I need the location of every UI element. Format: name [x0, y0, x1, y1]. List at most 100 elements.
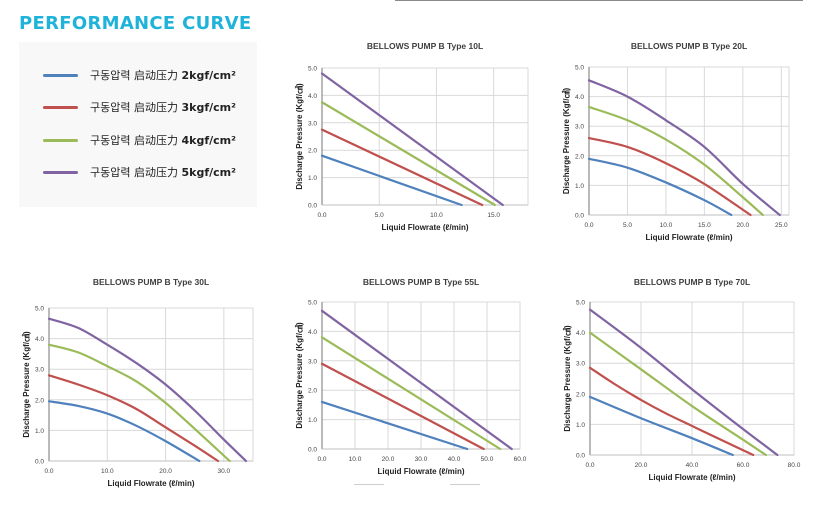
- legend-item-2kgf: 구동압력 启动压力 2kgf/cm²: [43, 67, 236, 83]
- x-tick-label: 10.0: [430, 212, 443, 219]
- legend-swatch-5kgf: [43, 170, 78, 174]
- series-line-4kgfcm: [47, 343, 231, 463]
- chart-2: 0.0 1.0 2.0 3.0 4.0 5.0 0.0 10.0 20.0 30.0 BELLOWS…: [21, 277, 254, 488]
- y-tick-label: 2.0: [308, 388, 317, 395]
- chart-0: 0.0 1.0 2.0 3.0 4.0 5.0 0.0 5.0 10.0 15.0 BELLOWS …: [294, 41, 529, 232]
- x-axis-label: Liquid Flowrate (ℓ/min): [645, 233, 732, 242]
- y-tick-label: 0.0: [35, 459, 44, 466]
- legend-item-5kgf: 구동압력 启动压力 5kgf/cm²: [43, 164, 236, 180]
- series-line-4kgfcm: [320, 336, 502, 451]
- x-tick-label: 30.0: [218, 468, 231, 475]
- x-tick-label: 30.0: [415, 456, 428, 463]
- chart-title: BELLOWS PUMP B Type 20L: [631, 41, 747, 51]
- legend: 구동압력 启动压力 2kgf/cm² 구동압력 启动压力 3kgf/cm² 구동…: [19, 42, 257, 207]
- x-tick-label: 10.0: [660, 222, 673, 229]
- legend-swatch-4kgf: [43, 138, 78, 142]
- y-tick-label: 1.0: [308, 175, 317, 182]
- y-tick-label: 3.0: [576, 361, 585, 368]
- x-tick-label: 0.0: [585, 462, 594, 469]
- y-tick-label: 5.0: [308, 66, 317, 73]
- y-tick-label: 0.0: [576, 453, 585, 460]
- series-line-2kgfcm: [47, 400, 201, 463]
- x-tick-label: 0.0: [584, 222, 593, 229]
- x-axis-label: Liquid Flowrate (ℓ/min): [648, 473, 735, 482]
- series-line-2kgfcm: [587, 157, 733, 217]
- legend-item-3kgf: 구동압력 启动压力 3kgf/cm²: [43, 99, 236, 115]
- y-tick-label: 1.0: [576, 422, 585, 429]
- x-tick-label: 10.0: [349, 456, 362, 463]
- y-axis-label: Discharge Pressure (Kgf/㎠): [294, 322, 304, 429]
- x-tick-label: 80.0: [788, 462, 801, 469]
- x-tick-label: 60.0: [737, 462, 750, 469]
- x-axis-label: Liquid Flowrate (ℓ/min): [377, 467, 464, 476]
- y-tick-label: 3.0: [308, 358, 317, 365]
- series-line-3kgfcm: [588, 366, 755, 457]
- y-tick-label: 0.0: [308, 447, 317, 454]
- y-tick-label: 5.0: [308, 300, 317, 307]
- legend-label-2kgf: 구동압력 启动压力 2kgf/cm²: [90, 69, 236, 82]
- chart-title: BELLOWS PUMP B Type 10L: [367, 41, 483, 51]
- legend-swatch-2kgf: [43, 73, 78, 77]
- chart-title: BELLOWS PUMP B Type 55L: [363, 277, 479, 287]
- x-tick-label: 0.0: [44, 468, 53, 475]
- x-tick-label: 60.0: [514, 456, 527, 463]
- x-tick-label: 20.0: [635, 462, 648, 469]
- series-line-3kgfcm: [587, 136, 752, 217]
- chart-title: BELLOWS PUMP B Type 70L: [634, 277, 750, 287]
- legend-swatch-3kgf: [43, 105, 78, 109]
- series-line-5kgfcm: [320, 309, 513, 451]
- y-tick-label: 4.0: [308, 329, 317, 336]
- series-line-2kgfcm: [320, 154, 463, 207]
- series-line-2kgfcm: [320, 400, 469, 451]
- x-tick-label: 0.0: [317, 456, 326, 463]
- top-divider: [395, 0, 803, 1]
- y-axis-label: Discharge Pressure (Kgf/㎠): [562, 325, 572, 432]
- y-tick-label: 4.0: [308, 93, 317, 100]
- x-tick-label: 0.0: [317, 212, 326, 219]
- y-tick-label: 3.0: [308, 120, 317, 127]
- series-line-3kgfcm: [47, 374, 220, 463]
- plot-area: [321, 67, 529, 206]
- footer-mark: [354, 484, 384, 485]
- x-tick-label: 15.0: [698, 222, 711, 229]
- y-tick-label: 2.0: [35, 397, 44, 404]
- y-tick-label: 1.0: [575, 183, 584, 190]
- y-tick-label: 4.0: [575, 94, 584, 101]
- x-tick-label: 25.0: [775, 222, 788, 229]
- series-line-2kgfcm: [588, 395, 734, 457]
- y-tick-label: 0.0: [308, 203, 317, 210]
- y-tick-label: 5.0: [576, 300, 585, 307]
- chart-title: BELLOWS PUMP B Type 30L: [93, 277, 209, 287]
- series-line-5kgfcm: [587, 79, 781, 217]
- series-line-3kgfcm: [320, 362, 485, 451]
- x-axis-label: Liquid Flowrate (ℓ/min): [381, 223, 468, 232]
- y-tick-label: 3.0: [35, 367, 44, 374]
- y-tick-label: 5.0: [575, 65, 584, 72]
- legend-label-4kgf: 구동압력 启动压力 4kgf/cm²: [90, 134, 236, 147]
- x-tick-label: 20.0: [737, 222, 750, 229]
- x-tick-label: 40.0: [686, 462, 699, 469]
- series-line-5kgfcm: [320, 72, 504, 207]
- x-tick-label: 10.0: [101, 468, 114, 475]
- series-line-4kgfcm: [587, 105, 764, 217]
- series-line-3kgfcm: [320, 128, 484, 207]
- x-axis-label: Liquid Flowrate (ℓ/min): [107, 479, 194, 488]
- x-tick-label: 5.0: [375, 212, 384, 219]
- footer-mark: [450, 484, 480, 485]
- x-tick-label: 20.0: [159, 468, 172, 475]
- x-tick-label: 20.0: [382, 456, 395, 463]
- series-line-4kgfcm: [588, 331, 768, 457]
- chart-3: 0.0 1.0 2.0 3.0 4.0 5.0 0.0 10.0 20.0 30.0 40.0 50.…: [294, 277, 527, 476]
- x-tick-label: 5.0: [623, 222, 632, 229]
- y-tick-label: 1.0: [35, 428, 44, 435]
- y-tick-label: 1.0: [308, 417, 317, 424]
- chart-4: 0.0 1.0 2.0 3.0 4.0 5.0 0.0 20.0 40.0 60.0 80.0 BEL…: [562, 277, 801, 482]
- legend-label-3kgf: 구동압력 启动压力 3kgf/cm²: [90, 101, 236, 114]
- y-axis-label: Discharge Pressure (Kgf/㎠): [21, 331, 31, 438]
- y-axis-label: Discharge Pressure (Kgf/㎠): [561, 88, 571, 195]
- legend-label-5kgf: 구동압력 启动压力 5kgf/cm²: [90, 166, 236, 179]
- y-tick-label: 3.0: [575, 124, 584, 131]
- x-tick-label: 15.0: [487, 212, 500, 219]
- y-tick-label: 2.0: [308, 148, 317, 155]
- series-line-4kgfcm: [320, 101, 496, 207]
